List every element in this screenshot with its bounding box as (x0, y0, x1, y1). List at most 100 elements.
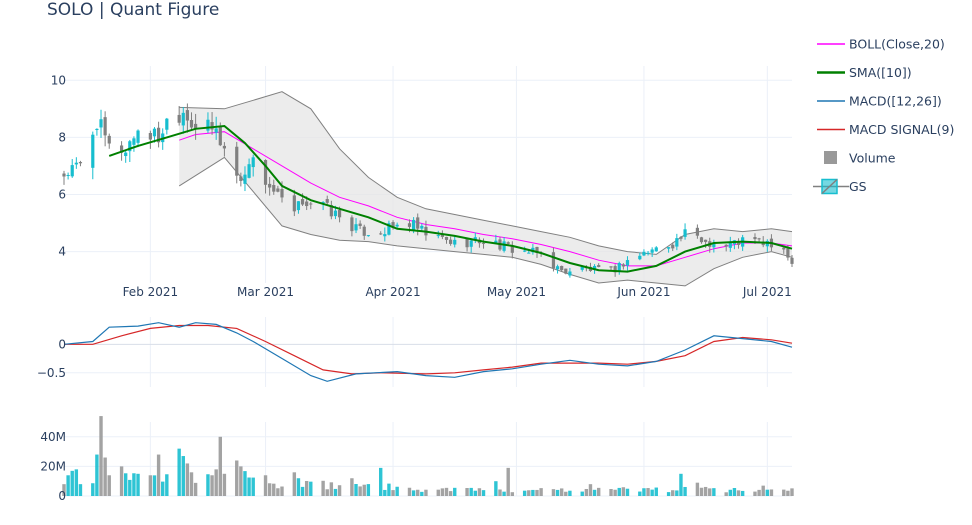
legend-item-signal[interactable]: MACD SIGNAL(9) (817, 122, 954, 137)
volume-bar (654, 487, 658, 496)
volume-bar (559, 488, 564, 496)
candle-body (728, 242, 732, 248)
volume-bar (753, 491, 757, 496)
volume-bar (790, 488, 794, 496)
x-tick-label: Jul 2021 (742, 285, 792, 299)
candle-body (527, 252, 531, 254)
volume-bar (132, 473, 136, 496)
volume-bar (325, 489, 329, 496)
candle-body (436, 235, 440, 237)
candle-body (449, 239, 453, 244)
volume-bar (119, 466, 124, 496)
bollinger-mid-line (179, 131, 793, 267)
y-tick-label: 4 (58, 245, 66, 259)
volume-bar (99, 416, 103, 496)
candle-body (782, 247, 786, 250)
volume-bar (333, 488, 338, 496)
volume-bar (477, 488, 482, 496)
candle-body (185, 110, 189, 121)
y-tick-label: 0 (58, 337, 66, 351)
volume-bar (239, 466, 243, 496)
candle-body (136, 130, 140, 143)
volume-bar (522, 490, 527, 496)
volume-bar (387, 483, 391, 496)
candle-body (465, 238, 469, 248)
candle-body (325, 199, 329, 203)
candle-body (189, 120, 194, 128)
volume-bar (300, 486, 305, 496)
y-tick-label: 0 (58, 489, 66, 503)
candle-body (268, 183, 272, 188)
candle-body (300, 199, 305, 205)
candle-body (551, 252, 556, 269)
volume-bar (564, 491, 568, 496)
candle-body (617, 263, 621, 272)
candle-body (358, 223, 362, 226)
candle-body (675, 238, 679, 247)
legend-item-boll[interactable]: BOLL(Close,20) (817, 37, 945, 52)
legend-item-sma[interactable]: SMA([10]) (817, 65, 912, 80)
volume-bar (206, 474, 210, 496)
volume-bar (362, 484, 366, 496)
y-tick-label: 20M (40, 459, 66, 473)
legend-item-macd[interactable]: MACD([12,26]) (817, 94, 942, 109)
volume-bar (420, 491, 424, 496)
candle-body (362, 226, 366, 236)
candle-body (753, 237, 757, 240)
candle-body (469, 240, 473, 247)
candle-body (156, 127, 161, 143)
volume-bar (551, 489, 556, 496)
volume-bar (444, 487, 449, 496)
candle-body (712, 243, 716, 248)
candle-body (99, 119, 103, 128)
legend-item-gs[interactable]: GS (813, 178, 867, 195)
macd-line (63, 322, 793, 382)
volume-bar (276, 488, 280, 496)
candle-body (650, 249, 654, 253)
candle-body (416, 217, 420, 229)
volume-bar (78, 484, 83, 496)
candle-body (494, 240, 498, 243)
volume-bar (736, 490, 741, 496)
candle-body (473, 237, 477, 240)
volume-bar (123, 473, 128, 496)
candle-body (333, 210, 338, 217)
volume-bar (379, 467, 383, 496)
candle-body (247, 164, 251, 178)
candle-body (736, 242, 741, 245)
volume-bar (650, 489, 654, 496)
candle-body (502, 241, 506, 251)
volume-bar (366, 484, 371, 496)
candle-body (74, 162, 78, 165)
legend[interactable]: BOLL(Close,20) SMA([10]) MACD([12,26]) MACD… (813, 37, 954, 195)
candle-body (263, 160, 268, 185)
candle-body (383, 234, 387, 237)
candle-body (379, 233, 383, 235)
candle-body (292, 195, 296, 212)
candle-body (683, 229, 687, 237)
candle-body (309, 203, 313, 205)
candle-body (91, 134, 95, 168)
volume-bar (272, 483, 276, 496)
volume-bar (510, 492, 515, 496)
volume-bar (588, 484, 593, 496)
volume-bar (666, 492, 671, 496)
candle-body (354, 224, 358, 231)
candle-body (790, 257, 794, 264)
candle-body (305, 201, 309, 207)
volume-bar (210, 475, 214, 496)
volume-bar (453, 487, 457, 496)
candle-body (646, 252, 650, 254)
candle-body (251, 157, 255, 168)
volume-bar (193, 482, 198, 496)
candle-body (609, 266, 613, 268)
candle-body (243, 174, 247, 184)
candle-body (206, 119, 210, 131)
volume-bar (609, 489, 613, 496)
legend-item-volume[interactable]: Volume (824, 151, 896, 166)
candle-body (642, 251, 646, 256)
volume-bar (161, 481, 165, 496)
candle-body (337, 209, 342, 218)
volume-bar (506, 467, 510, 496)
volume-bar (128, 479, 132, 496)
